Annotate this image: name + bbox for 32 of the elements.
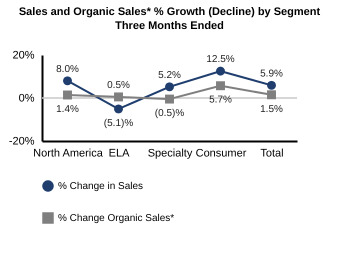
point xyxy=(114,92,123,102)
data-label: (0.5)% xyxy=(154,108,184,120)
x-tick-label: North America xyxy=(33,148,104,160)
point xyxy=(63,76,72,86)
data-label: 1.4% xyxy=(56,104,80,115)
data-label: 8.0% xyxy=(56,64,80,75)
y-tick-label: 0% xyxy=(18,92,35,104)
chart-title: Sales and Organic Sales* % Growth (Decline) by Segment xyxy=(18,6,321,18)
data-label: 5.2% xyxy=(158,70,182,81)
y-tick-label: -20% xyxy=(8,136,35,148)
data-label: 5.9% xyxy=(260,68,284,80)
chart-subtitle: Three Months Ended xyxy=(115,20,224,32)
data-label: 1.5% xyxy=(260,104,284,115)
data-label: 0.5% xyxy=(107,80,130,91)
legend-label: % Change Organic Sales* xyxy=(58,213,174,224)
point xyxy=(165,82,174,92)
point xyxy=(267,80,276,90)
point xyxy=(63,90,72,100)
data-label: 12.5% xyxy=(206,54,235,66)
point xyxy=(165,94,174,104)
x-tick-label: Specialty xyxy=(148,148,193,160)
y-tick-label: 20% xyxy=(12,50,35,62)
point xyxy=(267,90,276,100)
point xyxy=(216,66,225,76)
data-label: 5.7% xyxy=(209,94,232,106)
x-tick-label: Total xyxy=(260,148,284,160)
x-tick-label: Consumer xyxy=(196,148,247,160)
point xyxy=(216,81,225,90)
legend-label: % Change in Sales xyxy=(58,181,144,192)
point xyxy=(114,104,123,114)
data-label: (5.1)% xyxy=(104,118,134,129)
x-tick-label: ELA xyxy=(108,148,130,160)
